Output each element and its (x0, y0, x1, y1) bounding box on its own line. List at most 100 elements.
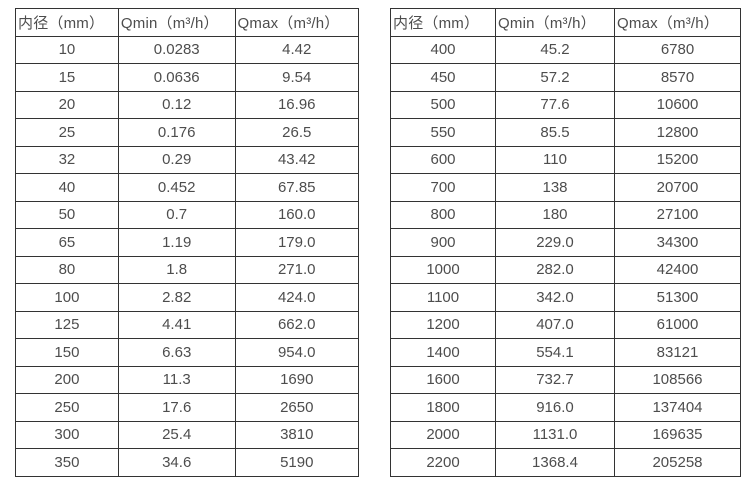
table-cell: 3810 (234, 420, 359, 449)
table-cell: 554.1 (495, 338, 615, 367)
table-row: 400 45.2 6780 (390, 35, 741, 64)
table-row: 300 25.4 3810 (15, 420, 359, 449)
table-cell: 800 (390, 200, 496, 229)
table-cell: 2650 (234, 393, 359, 422)
table-cell: 732.7 (495, 365, 615, 394)
table-cell: 0.0636 (117, 63, 236, 92)
table-cell: 0.452 (117, 173, 236, 202)
table-cell: 43.42 (234, 145, 359, 174)
table-cell: 1600 (390, 365, 496, 394)
table-cell: 300 (15, 420, 119, 449)
header-cell: Qmax（m³/h） (234, 8, 359, 37)
table-cell: 0.7 (117, 200, 236, 229)
table-cell: 77.6 (495, 90, 615, 119)
table-cell: 180 (495, 200, 615, 229)
table-cell: 20 (15, 90, 119, 119)
table-row: 65 1.19 179.0 (15, 228, 359, 257)
table-cell: 57.2 (495, 63, 615, 92)
table-row: 1800 916.0 137404 (390, 393, 741, 422)
table-cell: 51300 (614, 283, 741, 312)
table-cell: 5190 (234, 448, 359, 477)
table-cell: 700 (390, 173, 496, 202)
table-row: 25 0.176 26.5 (15, 118, 359, 147)
flow-rate-table-small-diameters: 内径（mm） Qmin（m³/h） Qmax（m³/h） 10 0.0283 4.42 15… (15, 8, 359, 477)
table-row: 800 180 27100 (390, 200, 741, 229)
table-cell: 108566 (614, 365, 741, 394)
table-cell: 138 (495, 173, 615, 202)
table-cell: 179.0 (234, 228, 359, 257)
table-cell: 1368.4 (495, 448, 615, 477)
table-cell: 137404 (614, 393, 741, 422)
table-cell: 27100 (614, 200, 741, 229)
table-cell: 160.0 (234, 200, 359, 229)
table-row: 125 4.41 662.0 (15, 310, 359, 339)
table-row: 80 1.8 271.0 (15, 255, 359, 284)
table-cell: 125 (15, 310, 119, 339)
table-cell: 342.0 (495, 283, 615, 312)
table-row: 900 229.0 34300 (390, 228, 741, 257)
table-row: 150 6.63 954.0 (15, 338, 359, 367)
table-cell: 954.0 (234, 338, 359, 367)
table-row: 2200 1368.4 205258 (390, 448, 741, 477)
table-cell: 407.0 (495, 310, 615, 339)
table-cell: 32 (15, 145, 119, 174)
table-cell: 1400 (390, 338, 496, 367)
table-cell: 17.6 (117, 393, 236, 422)
table-row: 500 77.6 10600 (390, 90, 741, 119)
table-cell: 1800 (390, 393, 496, 422)
table-cell: 250 (15, 393, 119, 422)
table-cell: 229.0 (495, 228, 615, 257)
table-cell: 34.6 (117, 448, 236, 477)
table-cell: 0.12 (117, 90, 236, 119)
table-cell: 61000 (614, 310, 741, 339)
table-cell: 1100 (390, 283, 496, 312)
table-cell: 15 (15, 63, 119, 92)
table-cell: 400 (390, 35, 496, 64)
table-cell: 350 (15, 448, 119, 477)
table-cell: 45.2 (495, 35, 615, 64)
table-cell: 26.5 (234, 118, 359, 147)
table-cell: 500 (390, 90, 496, 119)
table-cell: 662.0 (234, 310, 359, 339)
table-cell: 424.0 (234, 283, 359, 312)
table-row: 350 34.6 5190 (15, 448, 359, 477)
table-row: 10 0.0283 4.42 (15, 35, 359, 64)
table-row: 200 11.3 1690 (15, 365, 359, 394)
table-cell: 65 (15, 228, 119, 257)
header-cell: Qmin（m³/h） (495, 8, 615, 37)
table-row: 1100 342.0 51300 (390, 283, 741, 312)
table-row: 700 138 20700 (390, 173, 741, 202)
table-row: 15 0.0636 9.54 (15, 63, 359, 92)
table-cell: 83121 (614, 338, 741, 367)
header-cell: Qmax（m³/h） (614, 8, 741, 37)
table-cell: 40 (15, 173, 119, 202)
table-cell: 200 (15, 365, 119, 394)
table-cell: 2200 (390, 448, 496, 477)
table-cell: 12800 (614, 118, 741, 147)
table-cell: 20700 (614, 173, 741, 202)
table-cell: 0.29 (117, 145, 236, 174)
table-row: 100 2.82 424.0 (15, 283, 359, 312)
table-cell: 42400 (614, 255, 741, 284)
header-row: 内径（mm） Qmin（m³/h） Qmax（m³/h） (15, 8, 359, 37)
table-cell: 282.0 (495, 255, 615, 284)
table-cell: 600 (390, 145, 496, 174)
table-cell: 550 (390, 118, 496, 147)
table-cell: 10600 (614, 90, 741, 119)
table-cell: 1690 (234, 365, 359, 394)
table-cell: 50 (15, 200, 119, 229)
table-row: 1200 407.0 61000 (390, 310, 741, 339)
table-row: 32 0.29 43.42 (15, 145, 359, 174)
table-row: 250 17.6 2650 (15, 393, 359, 422)
table-cell: 450 (390, 63, 496, 92)
table-row: 40 0.452 67.85 (15, 173, 359, 202)
table-cell: 34300 (614, 228, 741, 257)
table-row: 1000 282.0 42400 (390, 255, 741, 284)
table-cell: 1131.0 (495, 420, 615, 449)
table-cell: 169635 (614, 420, 741, 449)
table-cell: 110 (495, 145, 615, 174)
table-cell: 1200 (390, 310, 496, 339)
table-cell: 0.0283 (117, 35, 236, 64)
table-row: 2000 1131.0 169635 (390, 420, 741, 449)
